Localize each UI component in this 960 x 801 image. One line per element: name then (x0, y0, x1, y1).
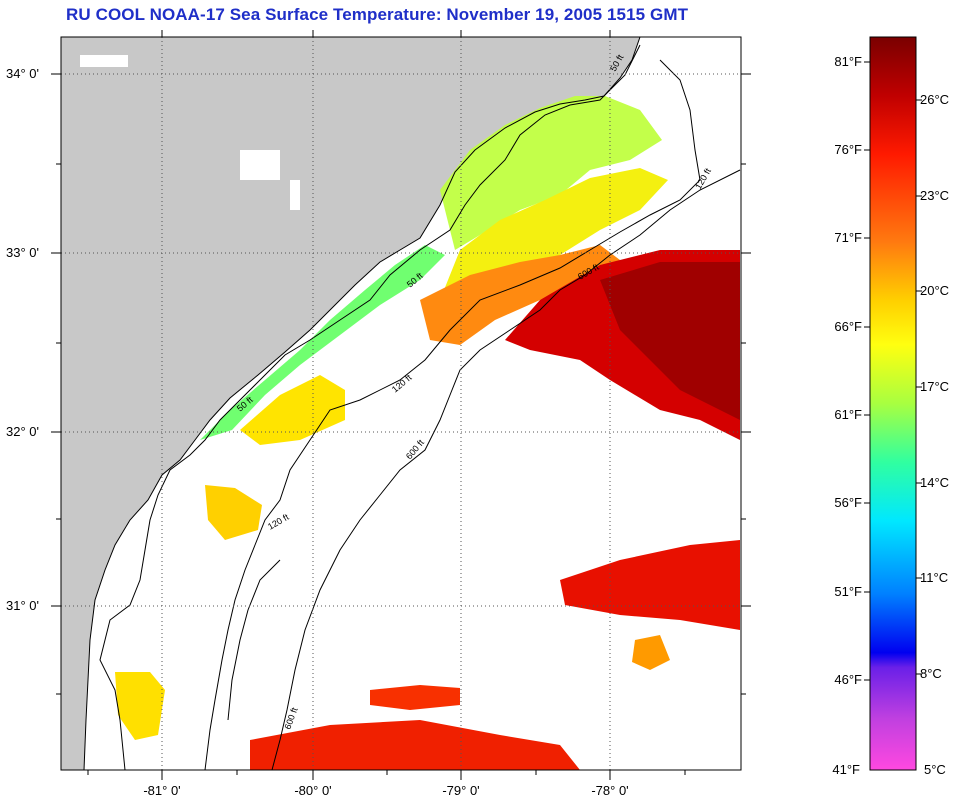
sst-red-south-1 (560, 540, 740, 630)
contour-600ft (271, 169, 741, 770)
bathymetry-contours (99, 44, 741, 770)
cbar-c-26: 26°C (920, 92, 950, 107)
map-title: RU COOL NOAA-17 Sea Surface Temperature:… (66, 5, 689, 24)
colorbar (869, 36, 917, 771)
cbar-c-20: 20°C (920, 283, 950, 298)
cbar-f-76: 76°F (834, 142, 862, 157)
lat-label-33: 33° 0' (6, 245, 39, 260)
sst-yellow-south (205, 485, 262, 540)
sst-yellow-shelf (440, 168, 668, 300)
inland-nodata-2 (240, 150, 280, 180)
lat-label-31: 31° 0' (6, 598, 39, 613)
cbar-c-17: 17°C (920, 379, 950, 394)
lon-label-79: -79° 0' (442, 783, 480, 798)
cbar-f-41: 41°F (832, 762, 860, 777)
cbar-f-56: 56°F (834, 495, 862, 510)
cbar-f-66: 66°F (834, 319, 862, 334)
contour-50ft (99, 44, 641, 770)
sst-orange-small (632, 635, 670, 670)
sst-red-south-3 (370, 685, 460, 710)
graticule (61, 37, 741, 770)
sst-yellow-georgia (115, 672, 165, 740)
lon-label-78: -78° 0' (591, 783, 629, 798)
land-mass (61, 37, 640, 770)
cbar-c-14: 14°C (920, 475, 950, 490)
cbar-f-71: 71°F (834, 230, 862, 245)
colorbar-ticks (864, 61, 922, 681)
contour-120ft (204, 59, 701, 770)
sst-darkred-core (600, 262, 740, 420)
axis-ticks (51, 30, 751, 780)
inland-nodata-1 (80, 55, 128, 67)
cbar-f-61: 61°F (834, 407, 862, 422)
lon-label-80: -80° 0' (294, 783, 332, 798)
cbar-c-8: 8°C (920, 666, 942, 681)
cbar-c-5: 5°C (924, 762, 946, 777)
cbar-c-11: 11°C (920, 570, 949, 585)
cbar-c-23: 23°C (920, 188, 950, 203)
cbar-f-46: 46°F (834, 672, 862, 687)
lat-label-32: 32° 0' (6, 424, 39, 439)
sst-red-south-2 (250, 720, 580, 770)
sst-orange-patch (420, 245, 620, 345)
cbar-f-81: 81°F (834, 54, 862, 69)
coastline (83, 37, 641, 770)
sst-green-strip (200, 245, 445, 440)
contour-120ft-lower (227, 559, 281, 721)
map-frame (60, 36, 742, 771)
lat-label-34: 34° 0' (6, 66, 39, 81)
inland-nodata-3 (290, 180, 300, 210)
lon-label-81: -81° 0' (143, 783, 181, 798)
cbar-f-51: 51°F (834, 584, 862, 599)
